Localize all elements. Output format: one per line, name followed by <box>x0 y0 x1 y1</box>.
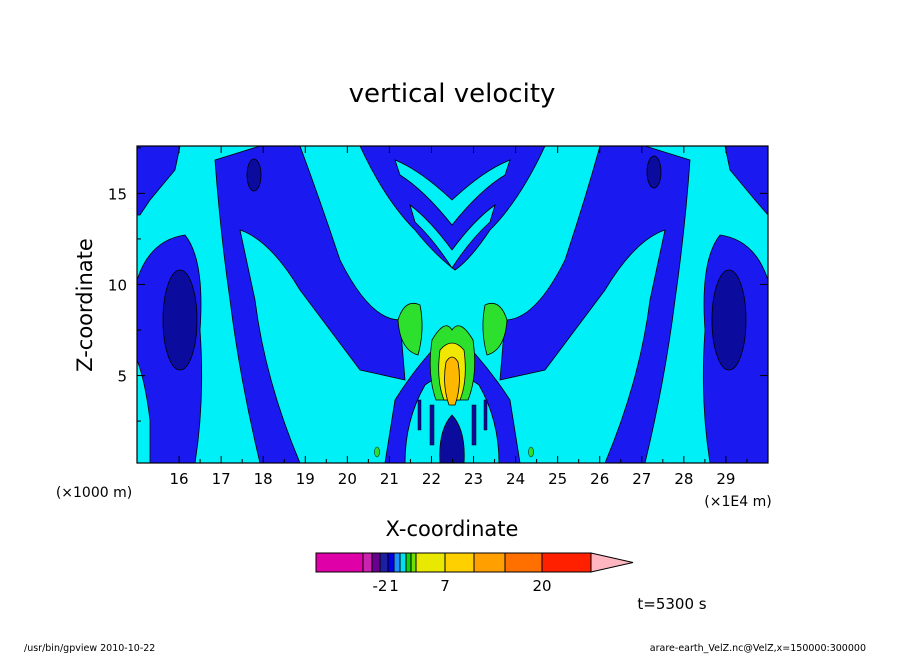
colorbar <box>315 552 634 573</box>
colorbar-arrow <box>590 552 634 573</box>
y-tick-label: 15 <box>108 185 127 203</box>
contour-dark-blue-left-top <box>246 158 262 192</box>
colorbar-swatch <box>415 552 446 573</box>
colorbar-swatch <box>362 552 373 573</box>
contour-green-fleck-right <box>528 446 534 458</box>
x-unit-right: (×1E4 m) <box>704 494 771 510</box>
x-tick-label: 17 <box>212 470 231 488</box>
contour-dark-blue-streak-1 <box>429 404 435 446</box>
plot-area <box>136 145 769 464</box>
x-tick-label: 22 <box>422 470 441 488</box>
contour-green-right <box>482 302 508 356</box>
contour-cyan-stripe-1 <box>394 159 511 226</box>
contour-dark-blue-right-top <box>646 155 662 189</box>
colorbar-tick-label: 1 <box>389 577 399 595</box>
x-axis-label: X-coordinate <box>386 517 519 541</box>
x-tick-label: 27 <box>632 470 651 488</box>
x-unit-left: (×1000 m) <box>56 485 132 501</box>
contour-blue-left-edge <box>137 146 181 216</box>
colorbar-swatch <box>410 552 417 573</box>
chart-title: vertical velocity <box>349 79 556 109</box>
y-tick-label: 5 <box>117 368 127 386</box>
colorbar-tick-label: -2 <box>373 577 388 595</box>
footer-right: arare-earth_VelZ.nc@VelZ,x=150000:300000 <box>650 643 866 654</box>
colorbar-swatch <box>473 552 506 573</box>
colorbar-labels: -2 1 7 20 <box>373 577 552 595</box>
contour-dark-blue-streak-4 <box>483 399 488 431</box>
contour-blue-right-edge <box>724 146 768 216</box>
contour-dark-blue-center-base <box>439 414 465 463</box>
y-tick-label: 10 <box>108 276 127 294</box>
contour-dark-blue-streak-2 <box>471 404 477 446</box>
time-label: t=5300 s <box>637 595 706 613</box>
contour-green-fleck-left <box>374 446 380 458</box>
x-tick-label: 28 <box>674 470 693 488</box>
contour-blue-right-arm <box>499 146 691 463</box>
x-tick-label: 26 <box>590 470 609 488</box>
colorbar-tick-label: 7 <box>440 577 450 595</box>
x-tick-label: 23 <box>464 470 483 488</box>
contour-blue-left-arm <box>214 146 406 463</box>
footer-left: /usr/bin/gpview 2010-10-22 <box>24 643 155 654</box>
contour-orange-center <box>444 356 460 406</box>
x-tick-label: 21 <box>380 470 399 488</box>
colorbar-swatch <box>504 552 543 573</box>
colorbar-swatch <box>444 552 475 573</box>
colorbar-swatch <box>315 552 364 573</box>
colorbar-swatch <box>387 552 395 573</box>
colorbar-swatch <box>393 552 401 573</box>
x-tick-label: 24 <box>506 470 525 488</box>
x-tick-label: 16 <box>170 470 189 488</box>
contour-dark-blue-left-cell <box>162 269 198 371</box>
x-tick-label: 29 <box>716 470 735 488</box>
x-axis-ticks: 16 17 18 19 20 21 22 23 24 25 26 27 28 29 <box>170 146 748 488</box>
x-tick-label: 18 <box>254 470 273 488</box>
colorbar-tick-label: 20 <box>532 577 551 595</box>
colorbar-swatch <box>371 552 381 573</box>
contour-cyan-stripe-2 <box>409 203 496 269</box>
x-tick-label: 19 <box>296 470 315 488</box>
colorbar-swatch <box>399 552 407 573</box>
contour-dark-blue-right-cell <box>711 269 747 371</box>
y-axis-label: Z-coordinate <box>73 238 97 372</box>
contour-green-left <box>397 302 423 356</box>
x-tick-label: 20 <box>338 470 357 488</box>
colorbar-swatch <box>405 552 412 573</box>
y-axis-ticks: 5 10 15 <box>108 147 768 422</box>
colorbar-swatch <box>541 552 592 573</box>
x-tick-label: 25 <box>548 470 567 488</box>
contour-dark-blue-streak-3 <box>417 399 422 431</box>
colorbar-swatch <box>379 552 389 573</box>
